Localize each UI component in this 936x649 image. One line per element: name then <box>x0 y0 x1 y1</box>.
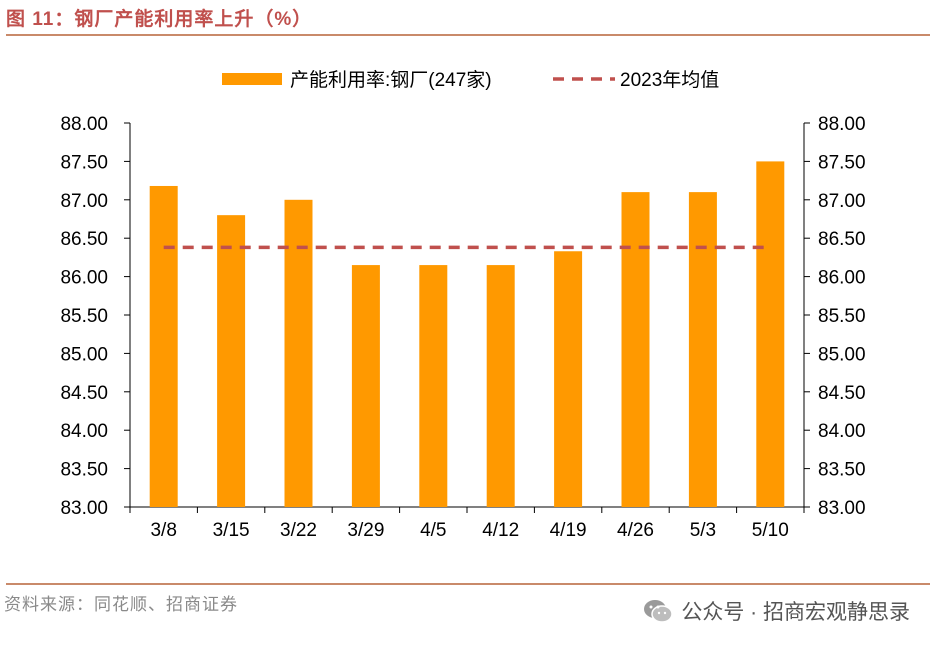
bar-3-15 <box>217 215 246 507</box>
x-axis-labels: 3/8 3/15 3/22 3/29 4/5 4/12 4/19 4/26 5/3 5/10 <box>150 520 788 541</box>
chart-axes: 83.00 83.50 84.00 84.50 85.00 85.50 86.00 86.50… <box>60 114 865 519</box>
bar-3-8 <box>149 185 178 507</box>
bar-4-26 <box>621 192 650 507</box>
wechat-icon <box>644 600 674 623</box>
right-y-tick-label: 84.00 <box>818 421 866 442</box>
right-y-tick-label: 87.00 <box>818 191 866 212</box>
x-tick-label: 3/15 <box>213 520 250 541</box>
x-tick-label: 4/26 <box>617 520 654 541</box>
footer-divider <box>6 583 930 585</box>
watermark: 公众号 · 招商宏观静思录 <box>643 596 910 626</box>
figure-title: 图 11：钢厂产能利用率上升（%） <box>6 9 313 30</box>
bar-chart: 产能利用率:钢厂(247家) 2023年均值 83.00 83.50 84.00 84.… <box>60 69 865 541</box>
right-y-tick-label: 87.50 <box>818 152 866 173</box>
right-y-tick-label: 83.00 <box>818 498 866 519</box>
x-tick-label: 5/3 <box>690 520 716 541</box>
x-tick-label: 4/12 <box>482 520 519 541</box>
x-tick-label: 3/8 <box>150 520 176 541</box>
right-y-tick-label: 86.50 <box>818 229 866 250</box>
left-y-tick-label: 85.50 <box>60 306 108 327</box>
bar-5-10 <box>756 161 785 507</box>
legend-line-label: 2023年均值 <box>620 69 719 91</box>
left-y-tick-label: 87.50 <box>60 152 108 173</box>
bar-5-3 <box>688 192 717 507</box>
bar-3-29 <box>351 265 380 507</box>
left-y-tick-label: 87.00 <box>60 191 108 212</box>
legend-bar-swatch <box>222 73 282 85</box>
bar-4-12 <box>486 265 515 507</box>
left-y-tick-label: 83.00 <box>60 498 108 519</box>
left-y-tick-label: 83.50 <box>60 460 108 481</box>
right-y-tick-label: 83.50 <box>818 460 866 481</box>
bar-4-19 <box>554 251 583 507</box>
left-y-tick-label: 84.00 <box>60 421 108 442</box>
x-tick-label: 4/19 <box>550 520 587 541</box>
x-tick-label: 5/10 <box>752 520 789 541</box>
x-tick-label: 4/5 <box>420 520 446 541</box>
left-y-tick-label: 86.00 <box>60 268 108 289</box>
right-y-tick-label: 85.50 <box>818 306 866 327</box>
right-y-tick-label: 84.50 <box>818 383 866 404</box>
legend-bar-label: 产能利用率:钢厂(247家) <box>290 69 492 91</box>
watermark-text: 公众号 · 招商宏观静思录 <box>681 601 910 624</box>
right-y-tick-label: 85.00 <box>818 344 866 365</box>
x-tick-label: 3/29 <box>347 520 384 541</box>
left-y-tick-label: 88.00 <box>60 114 108 135</box>
left-y-tick-label: 85.00 <box>60 344 108 365</box>
title-divider <box>6 34 930 36</box>
bar-series <box>149 161 785 508</box>
chart-legend: 产能利用率:钢厂(247家) 2023年均值 <box>222 69 719 91</box>
bar-4-5 <box>419 265 448 507</box>
right-y-tick-label: 86.00 <box>818 268 866 289</box>
right-y-tick-label: 88.00 <box>818 114 866 135</box>
left-y-tick-label: 86.50 <box>60 229 108 250</box>
bar-3-22 <box>284 199 313 508</box>
left-y-tick-label: 84.50 <box>60 383 108 404</box>
x-tick-label: 3/22 <box>280 520 317 541</box>
source-note: 资料来源：同花顺、招商证券 <box>4 595 238 615</box>
